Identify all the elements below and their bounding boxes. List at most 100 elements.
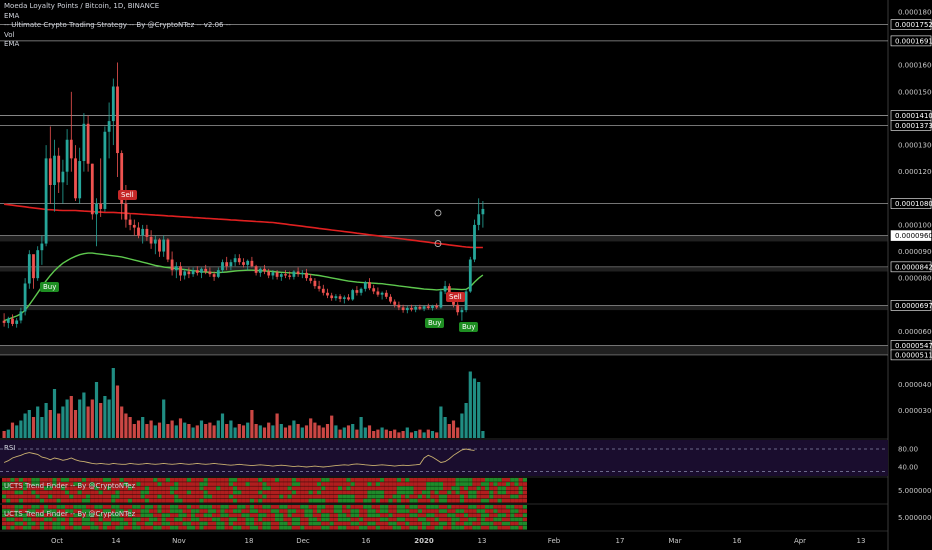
ucts-trend-cell <box>506 486 511 491</box>
ucts-trend-cell <box>489 478 494 482</box>
buy-signal-tag[interactable]: Buy <box>40 282 60 292</box>
ucts-trend-cell <box>86 509 91 513</box>
ucts-trend-cell <box>510 525 515 530</box>
ucts-trend-cell <box>203 486 208 491</box>
ucts-trend-cell <box>493 513 498 518</box>
ucts-trend-cell <box>275 509 280 513</box>
ucts-trend-cell <box>417 525 422 530</box>
ucts-trend-cell <box>18 490 23 495</box>
ucts-trend-cell <box>413 490 418 495</box>
ucts-trend-cell <box>300 525 305 530</box>
ucts-trend-cell <box>480 517 485 522</box>
ucts-trend-cell <box>241 513 246 518</box>
ucts-trend-cell <box>514 490 519 495</box>
ucts-trend-cell <box>165 478 170 482</box>
ucts-trend-cell <box>275 525 280 530</box>
ucts-trend-cell <box>27 478 32 482</box>
ucts-trend-cell <box>405 490 410 495</box>
candle-body <box>460 310 464 313</box>
ucts-trend-cell <box>65 490 70 495</box>
sell-signal-tag[interactable]: Sell <box>118 190 137 200</box>
ucts-trend-cell <box>161 517 166 522</box>
ucts-trend-cell <box>178 498 183 503</box>
ucts-trend-cell <box>153 513 158 518</box>
ucts-trend-cell <box>73 509 78 513</box>
ucts-trend-cell <box>413 482 418 486</box>
sell-signal-tag[interactable]: Sell <box>446 292 465 302</box>
ucts-trend-cell <box>56 486 61 491</box>
volume-bar <box>52 389 57 438</box>
buy-signal-tag[interactable]: Buy <box>459 322 479 332</box>
ucts-trend-cell <box>317 509 322 513</box>
ucts-trend-cell <box>493 486 498 491</box>
ucts-trend-cell <box>506 505 511 509</box>
ucts-trend-cell <box>363 478 368 482</box>
ucts-trend-cell <box>346 505 351 509</box>
ucts-trend-cell <box>388 517 393 522</box>
volume-bar <box>279 424 283 438</box>
ucts-trend-cell <box>266 498 271 503</box>
ucts-trend-cell <box>510 498 515 503</box>
ucts-trend-cell <box>300 490 305 495</box>
candle-body <box>439 291 443 308</box>
volume-bar <box>439 406 443 438</box>
ucts-trend-cell <box>18 525 23 530</box>
ucts-trend-cell <box>44 486 49 491</box>
ucts-trend-cell <box>115 505 120 509</box>
ucts-trend-cell <box>44 521 49 526</box>
ucts-trend-cell <box>485 490 490 495</box>
ucts-trend-cell <box>321 494 326 499</box>
ucts-trend-cell <box>10 486 15 491</box>
candle-body <box>149 236 153 244</box>
ucts-trend-cell <box>422 482 427 486</box>
ucts-trend-cell <box>245 494 250 499</box>
ucts-trend-cell <box>354 525 359 530</box>
ucts-trend-cell <box>476 494 481 499</box>
ucts-trend-cell <box>65 517 70 522</box>
ucts-trend-cell <box>279 482 284 486</box>
candle-body <box>347 297 350 300</box>
ucts-trend-cell <box>228 498 233 503</box>
volume-bar <box>115 385 120 438</box>
ucts-trend-cell <box>350 525 355 530</box>
ucts-trend-cell <box>363 486 368 491</box>
ucts-trend-cell <box>258 486 263 491</box>
ucts-trend-cell <box>249 494 254 499</box>
ucts-trend-cell <box>90 525 95 530</box>
ucts-trend-cell <box>346 494 351 499</box>
ucts-trend-cell <box>270 494 275 499</box>
ucts-trend-cell <box>359 505 364 509</box>
volume-bar <box>94 382 99 438</box>
ucts-trend-cell <box>60 478 65 482</box>
ucts-trend-cell <box>220 513 225 518</box>
ucts-trend-cell <box>506 494 511 499</box>
ucts-trend-cell <box>216 478 221 482</box>
ucts-trend-cell <box>245 482 250 486</box>
buy-signal-tag[interactable]: Buy <box>425 318 445 328</box>
ucts-trend-cell <box>123 494 128 499</box>
candle-body <box>275 272 279 277</box>
ucts-trend-cell <box>52 486 57 491</box>
ucts-trend-cell <box>455 478 460 482</box>
ucts-trend-cell <box>220 517 225 522</box>
ucts-trend-cell <box>178 490 183 495</box>
ucts-trend-cell <box>212 505 217 509</box>
ucts-trend-cell <box>115 490 120 495</box>
ucts-trend-cell <box>132 498 137 503</box>
ucts-trend-cell <box>468 505 473 509</box>
ucts-trend-cell <box>417 486 422 491</box>
volume-bar <box>27 410 31 438</box>
ucts-trend-cell <box>241 517 246 522</box>
y-tick-label: 0.00012000 <box>898 168 932 176</box>
ucts-trend-cell <box>434 521 439 526</box>
ucts-trend-cell <box>195 525 200 530</box>
price-level-label-box <box>890 35 932 47</box>
ucts-trend-cell <box>60 513 65 518</box>
volume-bar <box>212 425 216 438</box>
ucts-trend-cell <box>338 509 343 513</box>
volume-bar <box>296 424 300 438</box>
ucts-trend-cell <box>476 490 481 495</box>
candle-body <box>431 305 434 308</box>
ucts-trend-cell <box>182 509 187 513</box>
